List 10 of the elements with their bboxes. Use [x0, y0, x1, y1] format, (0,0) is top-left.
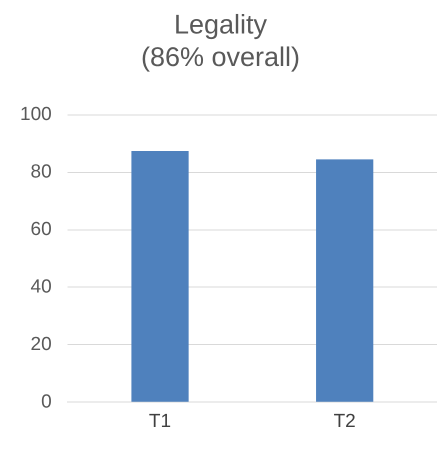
x-tick-label: T1 — [148, 410, 172, 432]
text: Legality — [174, 10, 268, 40]
y-tick-label: 40 — [30, 276, 52, 298]
text: (86% overall) — [140, 42, 300, 72]
y-tick-label: 20 — [30, 334, 52, 355]
y-tick-label: 80 — [30, 162, 52, 183]
y-tick-label: 100 — [20, 104, 52, 126]
y-tick-label: 60 — [30, 218, 52, 240]
y-tick-label: 0 — [41, 391, 52, 412]
x-tick-label: T2 — [334, 410, 356, 432]
